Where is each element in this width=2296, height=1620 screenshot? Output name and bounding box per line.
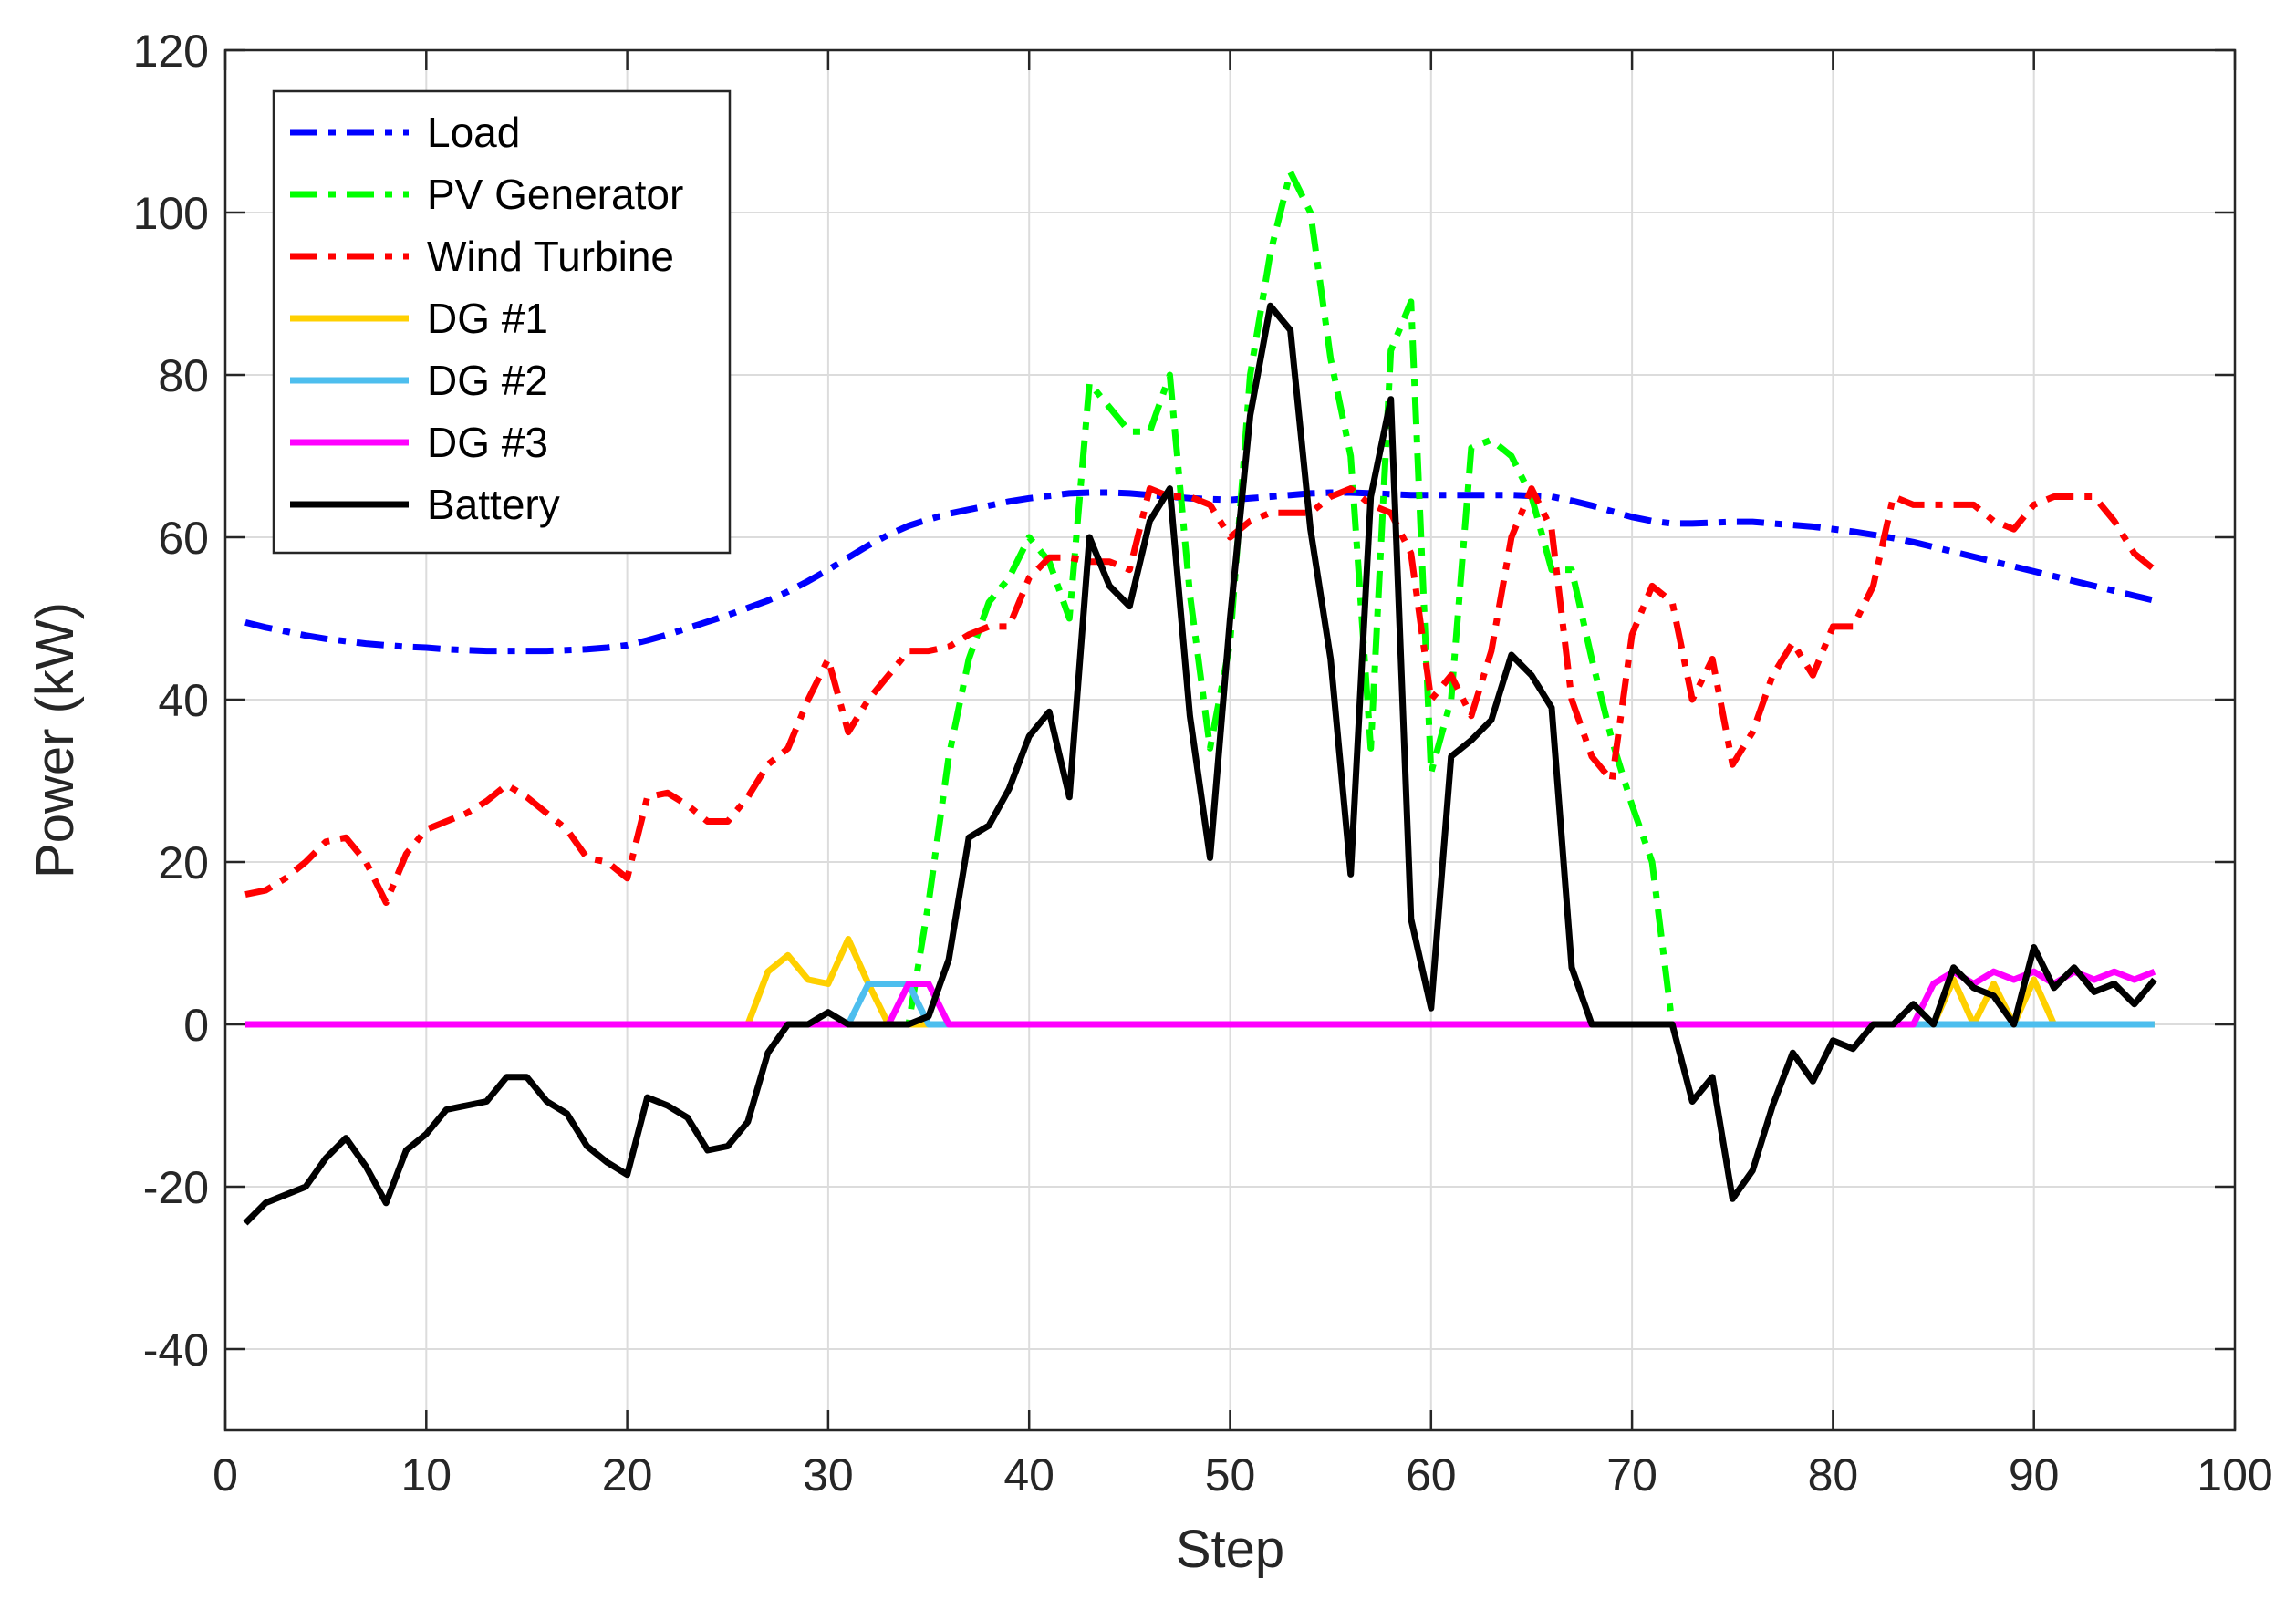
legend-label-battery: Battery	[427, 481, 560, 528]
legend-label-wind-turbine: Wind Turbine	[427, 233, 674, 280]
plot-lines	[243, 169, 2157, 1226]
y-tick-label: 100	[133, 188, 209, 239]
x-tick-label: 0	[213, 1449, 238, 1501]
x-tick-label: 100	[2197, 1449, 2272, 1501]
series-line-wind-turbine	[244, 485, 2157, 906]
legend-label-load: Load	[427, 109, 520, 156]
y-tick-label: 80	[158, 350, 209, 401]
series-line-pv-generator	[245, 169, 2155, 1028]
series-line-battery	[243, 302, 2157, 1226]
y-tick-label: 20	[158, 837, 209, 888]
series-line-dg-2	[245, 981, 2155, 1028]
x-tick-label: 80	[1808, 1449, 1859, 1501]
x-tick-label: 60	[1406, 1449, 1457, 1501]
legend-label-pv-generator: PV Generator	[427, 171, 683, 218]
x-axis-title: Step	[1176, 1520, 1284, 1579]
x-tick-label: 10	[400, 1449, 452, 1501]
y-tick-label: -40	[143, 1324, 209, 1376]
x-tick-label: 40	[1003, 1449, 1054, 1501]
y-tick-label: 120	[133, 26, 209, 77]
y-tick-label: 40	[158, 675, 209, 726]
legend-label-dg-3: DG #3	[427, 419, 548, 466]
series-line-dg-1	[245, 936, 2155, 1028]
legend: Load PV Generator Wind Turbine DG #1 DG #2 DG…	[272, 89, 732, 555]
x-tick-label: 50	[1205, 1449, 1256, 1501]
y-axis-title: Power (kW)	[26, 602, 85, 878]
legend-label-dg-1: DG #1	[427, 295, 548, 342]
series-line-dg-3	[245, 968, 2156, 1028]
axis-ticks: 0 10 20 30 40 50 60 70 80 90 100 -40 -20 0 20 40 60 80 100…	[133, 26, 2273, 1501]
x-tick-label: 70	[1606, 1449, 1657, 1501]
x-tick-label: 30	[803, 1449, 854, 1501]
legend-box	[272, 89, 732, 555]
legend-label-dg-2: DG #2	[427, 357, 548, 404]
x-tick-label: 90	[2009, 1449, 2060, 1501]
y-tick-label: 0	[183, 1000, 209, 1051]
x-tick-label: 20	[602, 1449, 653, 1501]
y-tick-label: 60	[158, 513, 209, 564]
y-tick-label: -20	[143, 1162, 209, 1213]
